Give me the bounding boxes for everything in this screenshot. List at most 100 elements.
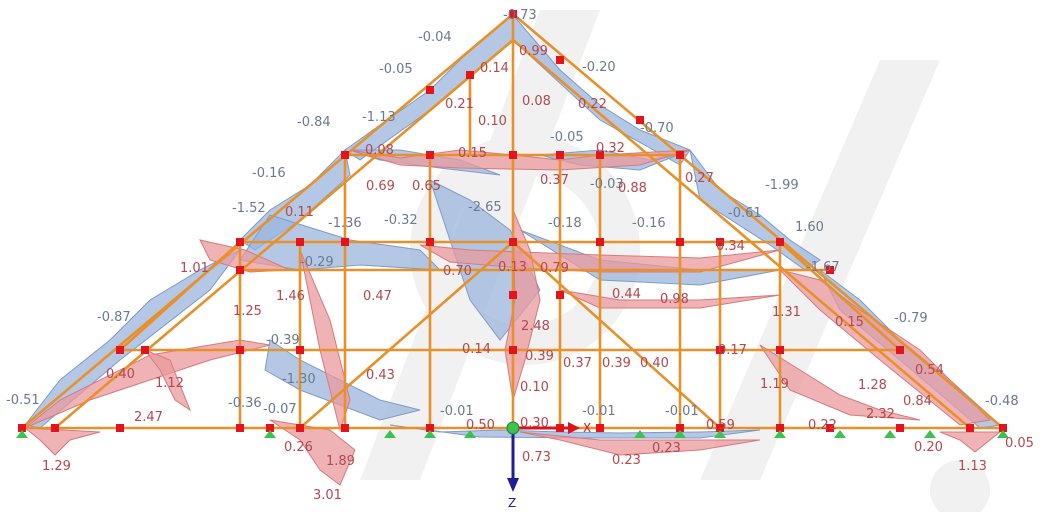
- negative-value-label: -0.01: [582, 404, 616, 419]
- positive-value-label: 1.25: [233, 304, 262, 319]
- supports: [16, 430, 1009, 438]
- positive-value-label: 0.22: [578, 97, 607, 112]
- positive-value-label: 1.46: [276, 289, 305, 304]
- node: [676, 424, 684, 432]
- positive-value-label: 0.73: [522, 450, 551, 465]
- node: [556, 151, 564, 159]
- support-triangle: [384, 430, 396, 438]
- node: [716, 238, 724, 246]
- positive-value-label: 1.29: [42, 459, 71, 474]
- node: [596, 238, 604, 246]
- positive-value-label: 0.99: [519, 44, 548, 59]
- x-axis-arrow: [568, 422, 580, 434]
- node: [466, 71, 474, 79]
- negative-value-label: -0.04: [418, 30, 452, 45]
- positive-value-label: 0.69: [366, 179, 395, 194]
- node: [296, 238, 304, 246]
- positive-value-label: 0.47: [363, 289, 392, 304]
- node: [509, 346, 517, 354]
- node: [596, 424, 604, 432]
- negative-value-label: -0.16: [632, 216, 666, 231]
- pos-fill: [939, 431, 1002, 453]
- positive-value-label: 0.43: [366, 368, 395, 383]
- positive-value-label: 1.89: [326, 454, 355, 469]
- negative-value-label: -0.87: [97, 310, 131, 325]
- node: [141, 346, 149, 354]
- positive-value-label: 2.32: [866, 407, 895, 422]
- node: [426, 424, 434, 432]
- watermark-dot: [930, 460, 990, 512]
- diagonal: [511, 240, 722, 430]
- positive-value-label: 0.22: [808, 418, 837, 433]
- positive-value-label: 0.11: [285, 205, 314, 220]
- support-triangle: [884, 430, 896, 438]
- support-triangle: [424, 430, 436, 438]
- node: [716, 424, 724, 432]
- positive-value-label: 0.14: [462, 342, 491, 357]
- support-triangle: [464, 430, 476, 438]
- negative-value-label: -0.05: [550, 130, 584, 145]
- node: [18, 424, 26, 432]
- node: [896, 346, 904, 354]
- diagonal: [778, 240, 902, 352]
- negative-value-label: -0.51: [6, 393, 40, 408]
- node: [236, 424, 244, 432]
- node: [509, 291, 517, 299]
- x-axis-label: X: [583, 421, 591, 435]
- positive-value-label: 0.50: [466, 418, 495, 433]
- positive-value-label: 0.26: [284, 440, 313, 455]
- support-triangle: [634, 430, 646, 438]
- negative-value-label: -1.30: [282, 372, 316, 387]
- node: [341, 238, 349, 246]
- pos-fill: [519, 431, 761, 456]
- node: [556, 291, 564, 299]
- negative-value-labels: -0.73 -0.04 -0.05 -0.20 -0.84 -1.13 -0.70 -0.16…: [6, 8, 1019, 419]
- positive-value-label: 0.70: [443, 264, 472, 279]
- negative-value-label: -0.32: [384, 213, 418, 228]
- pos-fill: [299, 249, 351, 432]
- node: [596, 151, 604, 159]
- negative-value-label: -0.48: [985, 394, 1019, 409]
- positive-value-label: 0.15: [458, 146, 487, 161]
- node: [776, 424, 784, 432]
- negative-value-label: -0.16: [252, 166, 286, 181]
- pos-fill: [759, 344, 921, 421]
- node: [426, 238, 434, 246]
- node: [509, 10, 517, 18]
- negative-value-label: -0.73: [503, 8, 537, 23]
- positive-value-label: 0.59: [706, 418, 735, 433]
- negative-value-label: -1.99: [765, 178, 799, 193]
- pos-fill: [23, 427, 101, 456]
- node: [426, 86, 434, 94]
- support-triangle: [774, 430, 786, 438]
- z-axis-arrow: [507, 478, 519, 492]
- positive-value-labels: 0.99 0.14 0.21 0.08 0.22 0.10 0.08 0.15 0.32 0.69…: [42, 44, 1034, 503]
- negative-value-label: -0.20: [582, 60, 616, 75]
- positive-value-label: 0.37: [540, 173, 569, 188]
- node: [426, 151, 434, 159]
- positive-value-label: 2.48: [521, 319, 550, 334]
- node: [509, 151, 517, 159]
- support-triangle: [924, 430, 936, 438]
- node: [556, 56, 564, 64]
- inner-rafter-right: [511, 38, 972, 430]
- node: [636, 116, 644, 124]
- node: [716, 346, 724, 354]
- node: [896, 424, 904, 432]
- positive-value-label: 0.10: [520, 380, 549, 395]
- negative-value-label: -0.79: [894, 311, 928, 326]
- negative-value-label: -0.36: [228, 396, 262, 411]
- positive-value-label: 0.14: [480, 61, 509, 76]
- pos-fill: [269, 419, 356, 486]
- z-axis-label: Z: [508, 496, 516, 510]
- positive-value-label: 1.12: [155, 376, 184, 391]
- negative-value-label: -0.05: [379, 62, 413, 77]
- negative-value-label: -0.84: [297, 115, 331, 130]
- axes: X Z: [506, 421, 591, 510]
- rafter-left: [20, 12, 515, 430]
- node: [509, 238, 517, 246]
- negative-value-label: -0.03: [590, 177, 624, 192]
- support-triangle: [16, 430, 28, 438]
- node: [296, 346, 304, 354]
- node: [341, 151, 349, 159]
